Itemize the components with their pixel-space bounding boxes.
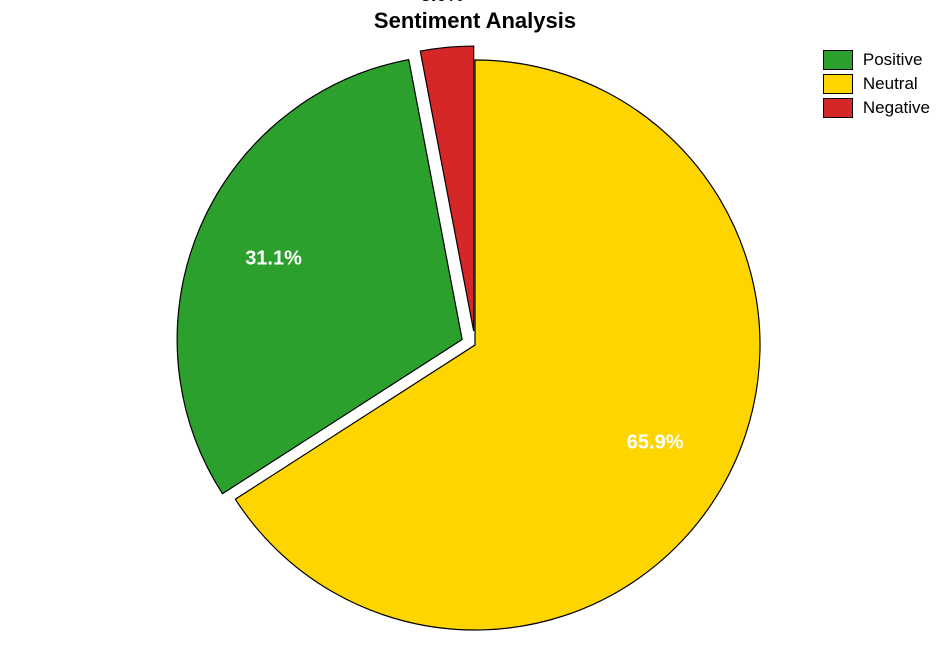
legend-label-positive: Positive bbox=[863, 50, 923, 70]
pie-chart bbox=[0, 0, 950, 662]
legend-swatch-positive bbox=[823, 50, 853, 70]
slice-label-neutral: 65.9% bbox=[627, 432, 684, 455]
legend-item-positive: Positive bbox=[823, 48, 930, 72]
slice-label-positive: 31.1% bbox=[245, 247, 302, 270]
legend-swatch-negative bbox=[823, 98, 853, 118]
legend-label-neutral: Neutral bbox=[863, 74, 918, 94]
slice-label-negative: 3.0% bbox=[420, 0, 463, 7]
legend: Positive Neutral Negative bbox=[823, 48, 930, 120]
chart-container: Sentiment Analysis 65.9% 31.1% 3.0% Posi… bbox=[0, 0, 950, 662]
legend-item-negative: Negative bbox=[823, 96, 930, 120]
legend-swatch-neutral bbox=[823, 74, 853, 94]
legend-item-neutral: Neutral bbox=[823, 72, 930, 96]
legend-label-negative: Negative bbox=[863, 98, 930, 118]
